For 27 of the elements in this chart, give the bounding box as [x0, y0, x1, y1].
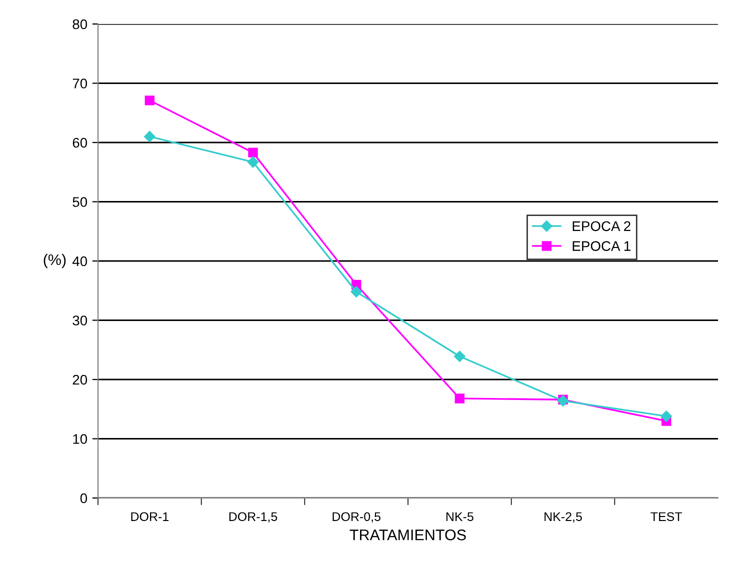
point — [248, 148, 258, 158]
y-axis-title: (%) — [44, 254, 66, 268]
y-tick-label: 20 — [72, 374, 88, 385]
point — [454, 394, 465, 404]
x-tick-label: DOR-1 — [131, 512, 169, 522]
y-tick-label: 40 — [72, 256, 88, 266]
y-tick-label: 0 — [80, 493, 88, 504]
point — [247, 156, 259, 168]
point — [144, 96, 155, 106]
point — [454, 350, 466, 362]
x-tick-label: NK-5 — [446, 512, 474, 522]
y-tick-label: 80 — [72, 19, 88, 30]
x-tick-label: NK-2,5 — [544, 512, 582, 523]
y-tick-label: 10 — [73, 434, 88, 444]
y-tick-label: 70 — [72, 78, 88, 88]
point — [144, 130, 156, 142]
x-tick-label: DOR-0,5 — [332, 512, 380, 523]
x-tick-label: TEST — [650, 512, 682, 522]
y-tick-label: 50 — [72, 197, 88, 207]
point — [660, 410, 672, 422]
legend-label: EPOCA 2 — [572, 221, 630, 232]
x-tick-label: DOR-1,5 — [229, 512, 278, 523]
point — [350, 286, 362, 298]
x-axis-title: TRATAMIENTOS — [350, 530, 466, 540]
y-tick-label: 30 — [72, 316, 88, 326]
legend-label: EPOCA 1 — [572, 241, 630, 251]
y-tick-label: 60 — [72, 138, 88, 148]
